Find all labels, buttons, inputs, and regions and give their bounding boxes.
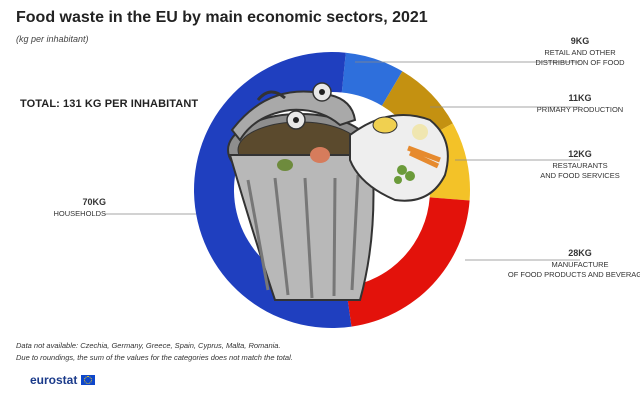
slice-1 bbox=[341, 52, 403, 106]
logo-text: eurostat bbox=[30, 373, 78, 387]
category-label-4-1: MANUFACTURE bbox=[551, 260, 608, 269]
eu-flag-icon bbox=[81, 375, 96, 385]
value-label-3: 12KG bbox=[568, 149, 592, 159]
category-label-5-1: HOUSEHOLDS bbox=[53, 209, 106, 218]
trash-bin-illustration bbox=[227, 82, 449, 301]
value-label-4: 28KG bbox=[568, 248, 592, 258]
slice-5 bbox=[194, 51, 352, 328]
chart-subtitle: (kg per inhabitant) bbox=[16, 34, 89, 44]
footnotes: Data not available: Czechia, Germany, Gr… bbox=[16, 340, 293, 364]
slice-4 bbox=[345, 197, 470, 327]
value-label-5: 70KG bbox=[82, 197, 106, 207]
footnote-2: Due to roundings, the sum of the values … bbox=[16, 353, 293, 362]
category-label-2-1: PRIMARY PRODUCTION bbox=[537, 105, 623, 114]
category-label-1-1: RETAIL AND OTHER bbox=[544, 48, 616, 57]
value-label-1: 9KG bbox=[571, 36, 590, 46]
chart-title: Food waste in the EU by main economic se… bbox=[16, 9, 428, 26]
category-label-4-2: OF FOOD PRODUCTS AND BEVERAGES bbox=[508, 270, 640, 279]
footnote-1: Data not available: Czechia, Germany, Gr… bbox=[16, 341, 281, 350]
eurostat-logo: eurostat bbox=[30, 373, 96, 387]
value-label-2: 11KG bbox=[568, 93, 591, 103]
category-label-3-1: RESTAURANTS bbox=[552, 161, 607, 170]
total-label: TOTAL: 131 KG PER INHABITANT bbox=[20, 98, 199, 110]
category-label-3-2: AND FOOD SERVICES bbox=[540, 171, 619, 180]
leader-lines-group bbox=[104, 61, 580, 261]
category-label-1-2: DISTRIBUTION OF FOOD bbox=[535, 58, 625, 67]
